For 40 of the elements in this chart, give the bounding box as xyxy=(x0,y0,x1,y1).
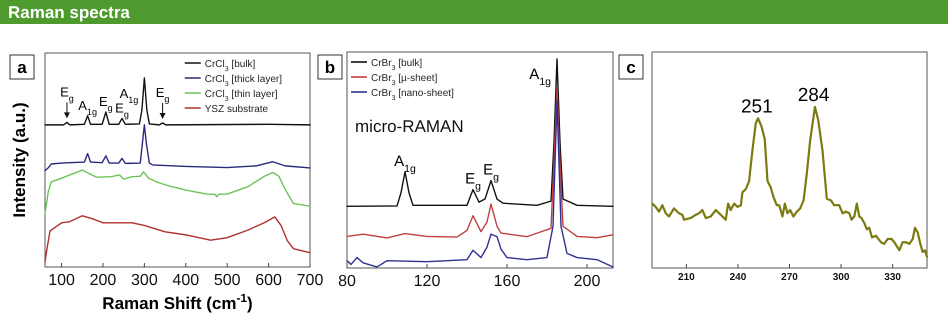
legend-label: YSZ substrate xyxy=(204,104,269,115)
x-tick-label: 300 xyxy=(832,272,850,283)
x-tick-label: 500 xyxy=(214,272,241,289)
annotation: E$_{g}$ xyxy=(99,94,113,114)
y-axis-title: Intensity (a.u.) xyxy=(10,102,29,218)
annotation: E$_{g}$ xyxy=(60,84,74,104)
x-tick-label: 270 xyxy=(781,272,798,283)
text: Raman spectra xyxy=(8,3,130,22)
x-tick-label: 240 xyxy=(730,272,747,283)
annotation: 251 xyxy=(740,96,773,118)
annotation: 284 xyxy=(798,85,830,106)
legend-label: CrBr$_{3}$ [µ-sheet] xyxy=(371,73,438,86)
x-tick-label: 100 xyxy=(48,272,76,289)
annotation: E$_{g}$ xyxy=(156,84,170,104)
legend-label: CrBr$_{3}$ [nano-sheet] xyxy=(371,88,454,102)
x-tick-label: 330 xyxy=(884,272,902,283)
x-tick-label: 700 xyxy=(296,272,324,289)
x-tick-label: 200 xyxy=(574,273,600,290)
annotation: E$_{g}$ xyxy=(465,170,482,193)
x-tick-label: 80 xyxy=(338,273,356,290)
annotation: E$_{g}$ xyxy=(483,162,500,184)
x-tick-label: 160 xyxy=(494,273,520,290)
x-tick-label: 400 xyxy=(172,272,200,289)
annotation: micro-RAMAN xyxy=(355,117,464,136)
x-tick-label: 300 xyxy=(131,272,158,289)
x-tick-label: 210 xyxy=(678,272,696,283)
annotation: A$_{1g}$ xyxy=(394,152,416,175)
x-axis-title: Raman Shift (cm$^{-1}$) xyxy=(102,291,253,313)
legend-label: CrCl$_{3}$ [thin layer] xyxy=(204,89,278,102)
annotation: A$_{1g}$ xyxy=(78,98,98,117)
x-tick-label: 120 xyxy=(414,273,440,290)
legend-label: CrCl$_{3}$ [bulk] xyxy=(204,59,256,72)
x-tick-label: 200 xyxy=(90,272,116,289)
x-tick-label: 600 xyxy=(255,272,282,289)
chart-title: b xyxy=(324,58,336,77)
annotation: A$_{1g}$ xyxy=(529,66,552,88)
chart-title: a xyxy=(17,58,28,77)
chart-title: c xyxy=(626,58,636,77)
legend-label: CrBr$_{3}$ [bulk] xyxy=(371,58,422,72)
legend-label: CrCl$_{3}$ [thick layer] xyxy=(204,74,282,88)
